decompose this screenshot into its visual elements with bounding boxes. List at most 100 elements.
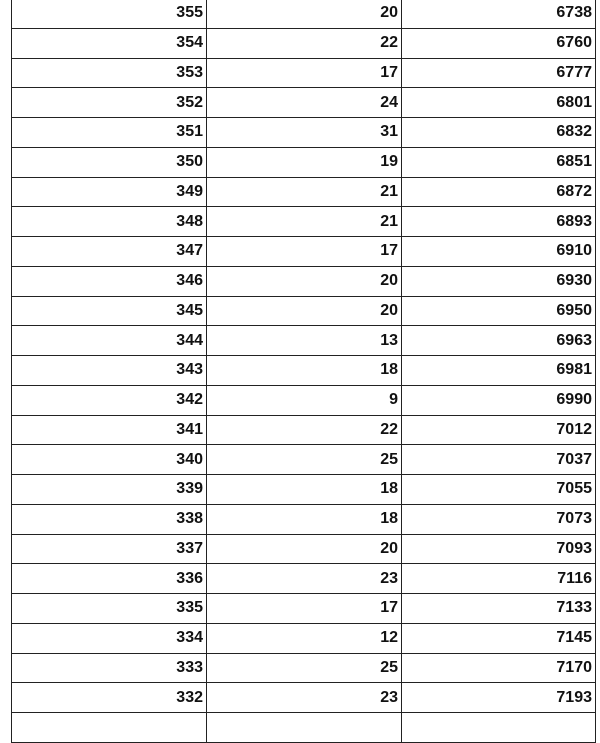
table-cell: 349 [11,176,207,208]
table-cell: 20 [206,0,402,29]
table-cell: 346 [11,265,207,297]
table-cell: 20 [206,533,402,565]
table-row: 343 18 6981 [11,355,596,386]
table-cell: 7055 [401,474,596,505]
table-cell: 17 [206,236,402,267]
table-cell: 350 [11,146,207,178]
table-cell: 338 [11,503,207,535]
table-row: 336 23 7116 [11,563,596,594]
table-cell: 6893 [401,206,596,237]
table-row: 335 17 7133 [11,593,596,624]
table-cell: 31 [206,117,402,148]
table-cell: 21 [206,206,402,237]
table-cell: 337 [11,533,207,565]
table-cell: 335 [11,593,207,624]
table-cell: 19 [206,146,402,178]
table-cell: 22 [206,27,402,59]
table-row: 333 25 7170 [11,652,596,684]
table-cell: 12 [206,622,402,654]
table-cell: 7193 [401,682,596,713]
table-cell: 7093 [401,533,596,565]
table-cell: 6832 [401,117,596,148]
table-row: 338 18 7073 [11,503,596,535]
table-cell: 345 [11,295,207,327]
table-row: 350 19 6851 [11,146,596,178]
table-cell: 342 [11,384,207,416]
table-cell: 343 [11,355,207,386]
table-cell: 6777 [401,57,596,89]
table-row: 337 20 7093 [11,533,596,565]
table-row: 334 12 7145 [11,622,596,654]
table-row: 354 22 6760 [11,27,596,59]
table-row: 344 13 6963 [11,325,596,356]
table-cell: 7073 [401,503,596,535]
table-row: 342 9 6990 [11,384,596,416]
table-cell: 334 [11,622,207,654]
table-cell: 20 [206,265,402,297]
table-cell: 24 [206,87,402,118]
table-row: 341 22 7012 [11,414,596,446]
table-cell: 18 [206,355,402,386]
table-cell [401,712,596,743]
table-cell: 336 [11,563,207,594]
table-cell: 344 [11,325,207,356]
table-cell: 355 [11,0,207,29]
table-cell: 9 [206,384,402,416]
table-cell: 22 [206,414,402,446]
table-row: 353 17 6777 [11,57,596,89]
table-cell [11,712,207,743]
table-cell: 21 [206,176,402,208]
table-cell: 7133 [401,593,596,624]
table-cell: 17 [206,57,402,89]
table-cell: 18 [206,474,402,505]
data-table: 355 20 6738 354 22 6760 353 17 6777 352 24 6801 351 3… [11,0,596,743]
table-cell: 7037 [401,444,596,475]
table-cell: 6801 [401,87,596,118]
table-cell: 353 [11,57,207,89]
table-cell: 348 [11,206,207,237]
table-cell: 7145 [401,622,596,654]
table-cell: 7170 [401,652,596,684]
table-cell: 6760 [401,27,596,59]
table-row: 347 17 6910 [11,236,596,267]
table-cell: 17 [206,593,402,624]
table-cell: 347 [11,236,207,267]
table-cell: 340 [11,444,207,475]
table-row: 332 23 7193 [11,682,596,713]
table-cell: 25 [206,444,402,475]
table-cell: 339 [11,474,207,505]
table-cell: 7116 [401,563,596,594]
table-cell: 7012 [401,414,596,446]
table-cell: 6851 [401,146,596,178]
table-cell: 23 [206,682,402,713]
table-cell: 6963 [401,325,596,356]
table-cell: 20 [206,295,402,327]
table-cell [206,712,402,743]
table-cell: 354 [11,27,207,59]
table-cell: 6981 [401,355,596,386]
table-row: 345 20 6950 [11,295,596,327]
table-cell: 6990 [401,384,596,416]
table-cell: 23 [206,563,402,594]
table-cell: 13 [206,325,402,356]
table-cell: 332 [11,682,207,713]
table-row [11,712,596,743]
table-row: 348 21 6893 [11,206,596,237]
table-row: 346 20 6930 [11,265,596,297]
table-cell: 341 [11,414,207,446]
table-row: 339 18 7055 [11,474,596,505]
table-cell: 352 [11,87,207,118]
table-cell: 6872 [401,176,596,208]
table-cell: 351 [11,117,207,148]
table-cell: 6738 [401,0,596,29]
table-cell: 25 [206,652,402,684]
table-cell: 6930 [401,265,596,297]
table-row: 351 31 6832 [11,117,596,148]
table-row: 352 24 6801 [11,87,596,118]
table-cell: 6950 [401,295,596,327]
table-cell: 333 [11,652,207,684]
table-row: 355 20 6738 [11,0,596,29]
table-row: 340 25 7037 [11,444,596,475]
table-cell: 18 [206,503,402,535]
table-cell: 6910 [401,236,596,267]
